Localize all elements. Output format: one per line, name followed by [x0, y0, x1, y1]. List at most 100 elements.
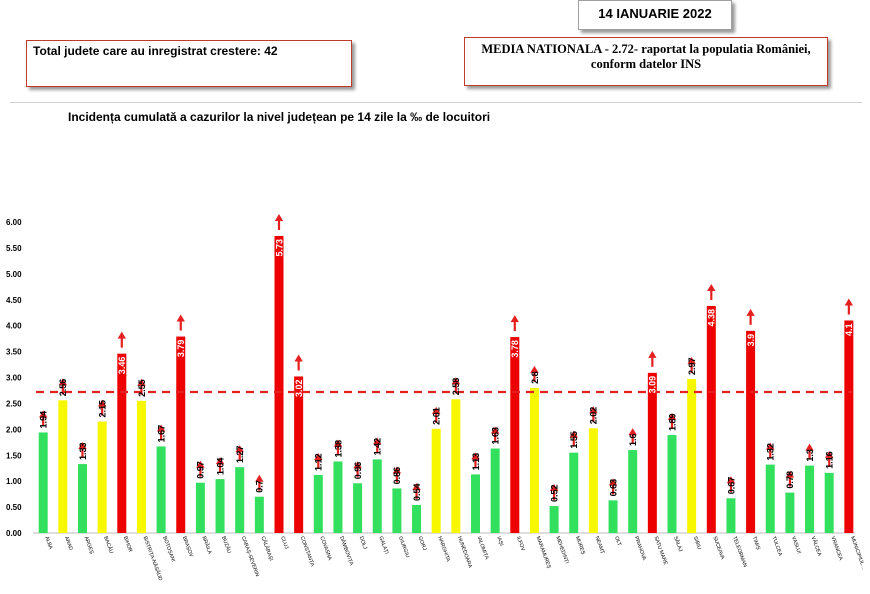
value-label: 1.32 [766, 443, 776, 461]
category-label: CĂLĂRAȘI [259, 535, 274, 562]
bar [136, 400, 146, 533]
value-label: 1.42 [373, 438, 383, 456]
bar [824, 472, 834, 533]
bar [687, 379, 697, 533]
y-tick-label: 1.00 [6, 477, 22, 486]
y-tick-label: 6.00 [6, 218, 22, 227]
increase-arrow-head [667, 413, 677, 421]
value-label: 0.97 [196, 461, 206, 479]
category-label: MUREȘ [574, 536, 586, 556]
national-average-line1: MEDIA NATIONALA - 2.72- raportat la popu… [481, 42, 811, 56]
value-label: 1.6 [628, 434, 638, 447]
y-tick-label: 2.00 [6, 425, 22, 434]
value-label: 0.96 [353, 462, 363, 480]
category-label: CONSTANȚA [299, 536, 316, 568]
category-label: CARAȘ-SEVERIN [240, 536, 260, 578]
bar [38, 432, 48, 533]
increase-arrow-head [255, 474, 264, 482]
increase-arrow-head [569, 430, 578, 438]
value-label: 0.86 [392, 467, 402, 485]
y-tick-label: 4.50 [6, 296, 22, 305]
value-label: 0.52 [549, 485, 559, 503]
category-label: SIBIU [692, 536, 702, 551]
value-label: 2.8 [530, 371, 540, 384]
y-tick-label: 3.50 [6, 348, 22, 357]
category-label: TULCEA [770, 536, 783, 558]
category-label: BIHOR [122, 536, 133, 554]
value-label: 1.27 [235, 446, 245, 464]
bar [451, 399, 461, 533]
category-label: BRĂILA [201, 535, 214, 555]
bar [78, 464, 87, 533]
category-label: GIURGIU [397, 536, 410, 559]
bar [117, 353, 127, 533]
bar [156, 446, 166, 533]
increase-arrow-head [726, 476, 736, 484]
increase-arrow-head [844, 298, 854, 306]
bar [647, 372, 657, 533]
increase-arrow-head [648, 350, 657, 358]
bar [588, 428, 598, 533]
value-label: 1.33 [78, 443, 88, 461]
value-label: 3.09 [648, 376, 658, 394]
y-axis: 0.00 0.50 1.00 1.50 2.00 2.50 3.00 3.50 4.00 4.50… [6, 218, 855, 538]
increase-arrow-head [530, 365, 539, 373]
category-label: NEAMȚ [594, 536, 606, 556]
value-label: 0.54 [412, 483, 422, 501]
value-label: 3.9 [746, 334, 756, 347]
increase-arrow-head [196, 460, 205, 468]
category-label: GALAȚI [377, 536, 389, 555]
bar [294, 376, 304, 533]
increase-arrow-head [746, 308, 755, 316]
y-tick-label: 4.00 [6, 322, 22, 331]
bar [333, 461, 343, 533]
increase-arrow-head [58, 378, 68, 386]
bar [431, 428, 441, 533]
category-label: ALBA [43, 536, 53, 551]
bar [706, 305, 716, 533]
value-label: 1.63 [490, 427, 500, 445]
category-label: CLUJ [279, 536, 289, 551]
value-label: 1.38 [333, 440, 343, 458]
increase-arrow-head [510, 315, 519, 323]
category-label: OLT [613, 536, 622, 548]
value-label: 4.38 [707, 309, 717, 327]
arrows [39, 213, 854, 501]
category-label: HARGHITA [436, 536, 451, 563]
value-label: 1.94 [39, 411, 49, 429]
increase-arrow-head [78, 442, 87, 450]
category-label: TIMIȘ [751, 536, 762, 552]
bar [785, 492, 795, 533]
bar [490, 448, 500, 533]
category-label: BISTRIȚA-NĂSĂUD [142, 535, 165, 582]
bar [313, 474, 323, 533]
total-counties-label: Total judete care au inregistrat crester… [33, 44, 278, 58]
y-tick-label: 5.00 [6, 270, 22, 279]
category-label: MUNICIPIUL... [849, 536, 866, 570]
bar [254, 496, 264, 533]
value-label: 0.67 [726, 477, 736, 495]
category-label: VÂLCEA [810, 535, 824, 557]
increase-arrow-head [825, 450, 834, 458]
category-label: SĂLAJ [672, 535, 684, 553]
bar [805, 465, 815, 533]
bar [667, 435, 677, 533]
value-label: 3.79 [176, 340, 186, 358]
y-tick-label: 1.50 [6, 451, 22, 460]
value-label: 1.12 [314, 453, 324, 471]
value-label: 1.67 [156, 425, 166, 443]
increase-arrow-head [589, 406, 598, 414]
y-tick-label: 3.00 [6, 374, 22, 383]
increase-arrow-head [137, 378, 146, 386]
national-average-box: MEDIA NATIONALA - 2.72- raportat la popu… [464, 37, 828, 86]
value-label: 1.04 [215, 458, 225, 476]
increase-arrow-head [235, 445, 244, 453]
bar [97, 421, 107, 533]
bar [58, 400, 68, 533]
value-label: 2.97 [687, 358, 697, 376]
value-label: 1.13 [471, 453, 481, 471]
bar [176, 336, 186, 533]
increase-arrow-head [353, 461, 362, 469]
y-tick-label: 0.00 [6, 529, 22, 538]
y-tick-label: 5.50 [6, 244, 22, 253]
